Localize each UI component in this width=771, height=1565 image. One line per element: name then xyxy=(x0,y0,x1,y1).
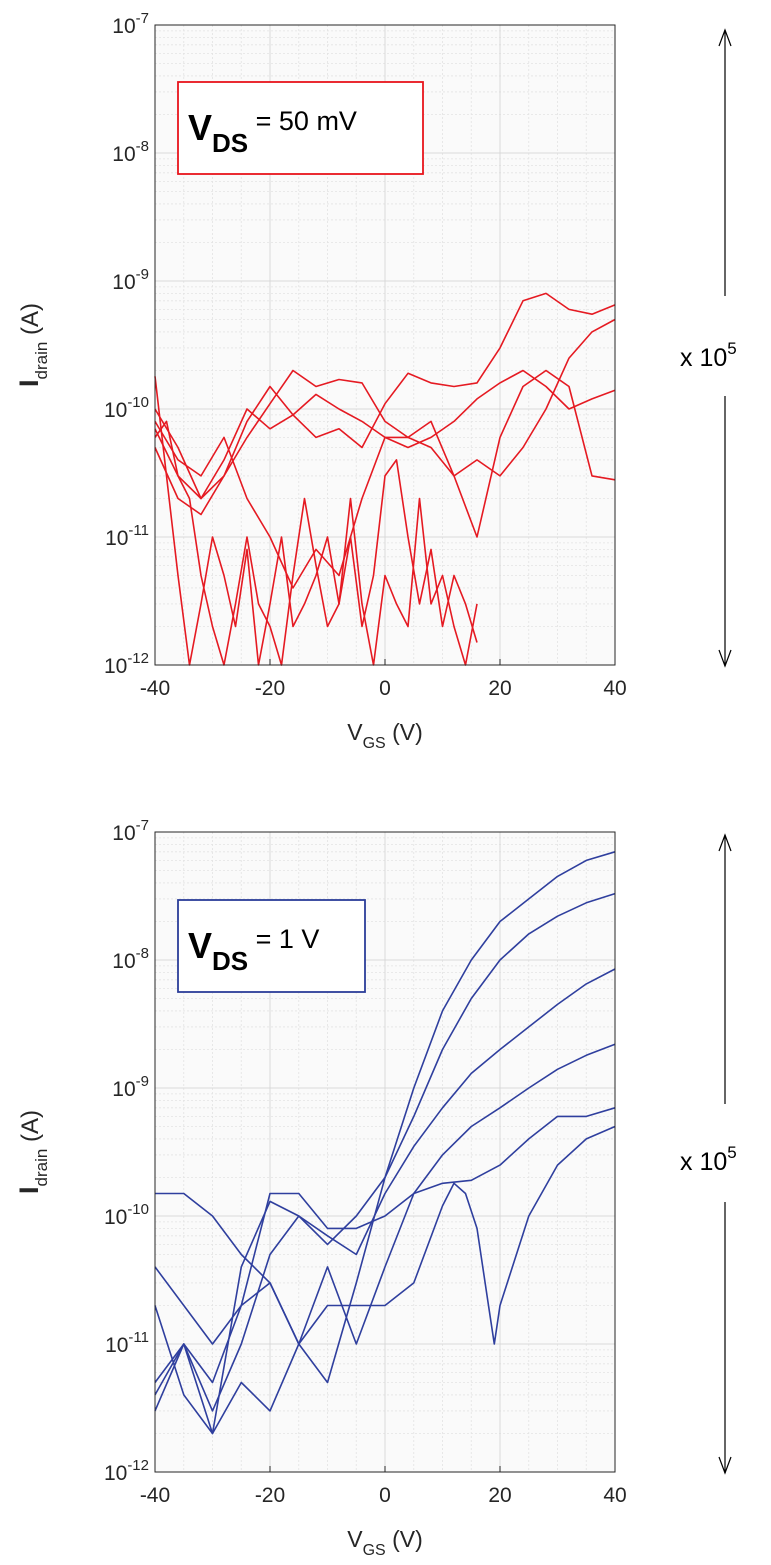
bottom-bracket-up-arrow-icon xyxy=(718,833,732,852)
bottom-series-line-5 xyxy=(154,1107,616,1345)
top-series-line-6 xyxy=(154,318,616,500)
bottom-series-line-4 xyxy=(154,1043,616,1435)
top-annotation-frame xyxy=(177,81,424,175)
top-series-line-2 xyxy=(154,420,478,666)
bottom-x-tick-label: -20 xyxy=(255,1484,285,1507)
top-y-tick-label: 10-10 xyxy=(104,394,149,422)
bottom-annotation-box: VDS = 1 V xyxy=(177,899,366,993)
bottom-x-tick-labels: -40 -20 0 20 40 xyxy=(140,1484,627,1507)
bottom-annotation-frame xyxy=(177,899,366,993)
bottom-series-line-2 xyxy=(154,892,616,1412)
bottom-y-axis-label: Idrain (A) xyxy=(14,1110,51,1194)
top-y-tick-label: 10-12 xyxy=(104,650,149,678)
bottom-scale-factor: x 105 xyxy=(680,1143,737,1176)
top-x-tick-label: -40 xyxy=(140,677,170,700)
top-annotation-text: VDS = 50 mV xyxy=(188,106,357,158)
bottom-annotation-text: VDS = 1 V xyxy=(188,924,319,976)
top-axes-box xyxy=(154,24,616,666)
bottom-axes-box xyxy=(154,831,616,1473)
top-y-axis-label: Idrain (A) xyxy=(14,303,51,387)
bottom-y-tick-label: 10-7 xyxy=(112,817,149,845)
top-y-tick-labels: 10-12 10-11 10-10 10-9 10-8 10-7 xyxy=(104,10,149,678)
bottom-y-tick-label: 10-9 xyxy=(112,1073,149,1101)
bottom-y-tick-label: 10-11 xyxy=(105,1329,149,1357)
top-y-tick-label: 10-7 xyxy=(112,10,149,38)
bottom-series-line-3 xyxy=(154,968,616,1435)
top-scale-factor: x 105 xyxy=(680,339,737,372)
bottom-x-tick-label: -40 xyxy=(140,1484,170,1507)
bottom-y-tick-label: 10-10 xyxy=(104,1201,149,1229)
top-y-tick-label: 10-9 xyxy=(112,266,149,294)
bottom-x-tick-label: 40 xyxy=(603,1484,626,1507)
bottom-y-tick-labels: 10-12 10-11 10-10 10-9 10-8 10-7 xyxy=(104,817,149,1485)
top-scale-bracket: x 105 xyxy=(680,28,737,668)
top-x-tick-label: 20 xyxy=(488,677,511,700)
top-x-axis-label: VGS (V) xyxy=(347,719,423,752)
top-series-line-5 xyxy=(154,292,616,500)
top-y-tick-label: 10-11 xyxy=(105,522,149,550)
top-x-tick-label: -20 xyxy=(255,677,285,700)
top-x-tick-label: 0 xyxy=(379,677,391,700)
bottom-scale-bracket: x 105 xyxy=(680,833,737,1475)
top-x-tick-labels: -40 -20 0 20 40 xyxy=(140,677,627,700)
bottom-bracket-down-arrow-icon xyxy=(718,1456,732,1475)
top-bracket-up-arrow-icon xyxy=(718,28,732,47)
top-annotation-box: VDS = 50 mV xyxy=(177,81,424,175)
bottom-y-tick-label: 10-12 xyxy=(104,1457,149,1485)
bottom-x-tick-label: 0 xyxy=(379,1484,391,1507)
top-bracket-down-arrow-icon xyxy=(718,649,732,668)
top-series-group xyxy=(154,292,616,666)
bottom-x-tick-label: 20 xyxy=(488,1484,511,1507)
bottom-series-line-6 xyxy=(154,1125,616,1412)
top-series-line-4 xyxy=(154,369,616,516)
top-series-line-1 xyxy=(154,376,478,666)
bottom-x-axis-label: VGS (V) xyxy=(347,1526,423,1559)
bottom-y-tick-label: 10-8 xyxy=(112,945,149,973)
top-y-tick-label: 10-8 xyxy=(112,138,149,166)
top-x-tick-label: 40 xyxy=(603,677,626,700)
bottom-series-group xyxy=(154,851,616,1435)
